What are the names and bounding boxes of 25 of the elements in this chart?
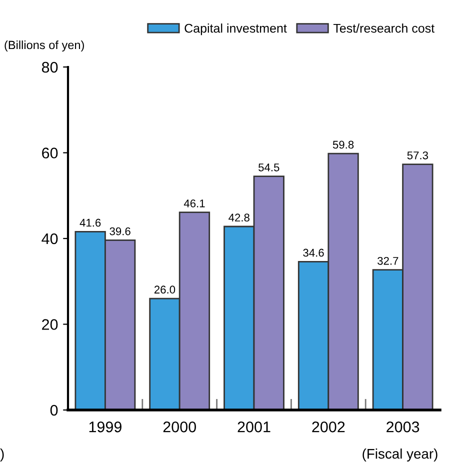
y-tick-label: 40 xyxy=(42,233,58,244)
data-label: 54.5 xyxy=(258,164,280,172)
data-label: 26.0 xyxy=(154,286,176,294)
legend-label: Test/research cost xyxy=(333,24,434,33)
x-tick-label: 2000 xyxy=(163,422,196,432)
y-tick-label: 0 xyxy=(50,404,58,416)
data-label: 42.8 xyxy=(228,214,250,222)
legend-label: Capital investment xyxy=(184,24,287,36)
y-axis-title: (Billions of yen) xyxy=(4,40,84,52)
data-label: 46.1 xyxy=(184,200,205,208)
y-tick-label: 20 xyxy=(42,319,58,330)
data-label: 34.6 xyxy=(303,248,324,257)
data-label: 59.8 xyxy=(332,140,354,149)
x-tick-label: 2003 xyxy=(386,422,420,432)
x-tick-label: 1999 xyxy=(89,422,122,432)
y-tick-label: 60 xyxy=(42,148,58,158)
data-label: 32.7 xyxy=(378,256,398,265)
x-tick-label: 2002 xyxy=(312,422,345,432)
text: ) xyxy=(0,448,4,462)
data-label: 57.3 xyxy=(407,151,428,160)
x-tick-label: 2001 xyxy=(238,422,270,432)
y-tick-label: 80 xyxy=(42,62,58,73)
data-label: 41.6 xyxy=(80,218,101,227)
x-axis-title: (Fiscal year) xyxy=(362,448,438,462)
data-label: 39.6 xyxy=(110,227,130,236)
